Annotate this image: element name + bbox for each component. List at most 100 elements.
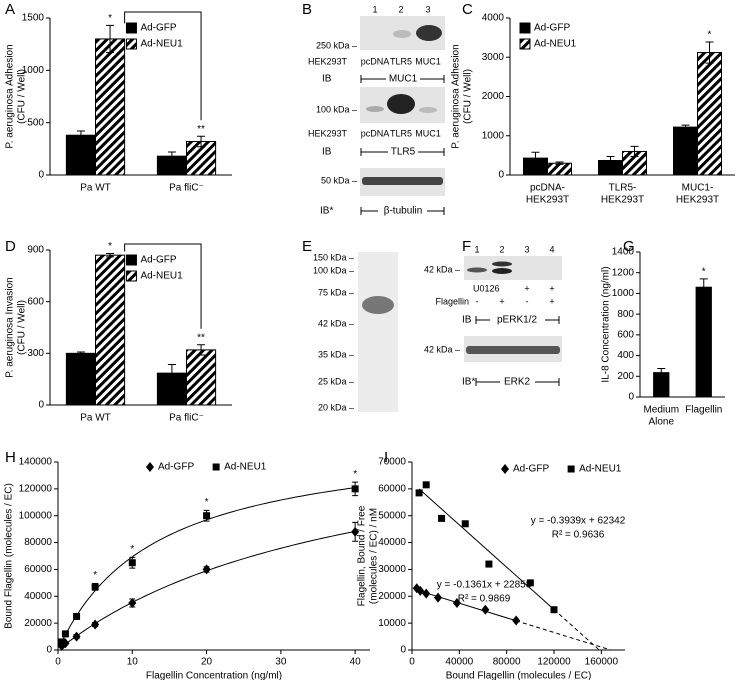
legend-swatch xyxy=(125,22,137,34)
lane-label: TLR5 xyxy=(390,56,412,66)
y-axis-label: (CFU / Well) xyxy=(463,69,474,124)
bracket xyxy=(360,207,445,215)
size-marker: 100 kDa – xyxy=(313,265,354,275)
blot-band xyxy=(492,261,512,267)
y-tick-label: 500 xyxy=(27,117,44,128)
x-tick-label: Pa WT xyxy=(80,183,111,194)
x-tick-label: 10 xyxy=(127,657,139,668)
lane-label: pcDNA xyxy=(361,56,390,66)
x-tick-label: pcDNA- xyxy=(530,183,565,194)
legend-marker xyxy=(567,465,575,473)
y-axis-label: (CFU / Well) xyxy=(17,300,28,355)
cell-line: HEK293T xyxy=(308,56,348,66)
blot-band xyxy=(466,346,560,354)
y-axis-label: (molecules / EC) / nM xyxy=(369,508,380,604)
point xyxy=(415,489,423,497)
x-tick-label: HEK293T xyxy=(526,195,569,206)
panel-label: I xyxy=(384,449,388,466)
x-axis-label: Flagellin Concentration (ng/ml) xyxy=(146,671,282,680)
y-tick-label: 50000 xyxy=(378,510,406,521)
lane-number: 1 xyxy=(372,4,377,14)
error-bar xyxy=(167,151,176,161)
blot-band xyxy=(387,94,415,114)
y-tick-label: 0 xyxy=(628,392,634,403)
size-marker: 250 kDa – xyxy=(316,40,357,50)
x-tick-label: 80000 xyxy=(493,657,521,668)
trendline-r-squared: R² = 0.9636 xyxy=(552,530,605,541)
bar xyxy=(695,286,712,398)
y-tick-label: 40000 xyxy=(378,537,406,548)
y-axis-label: Bound Flagellin (molecules / EC) xyxy=(4,483,15,629)
antibody: ERK2 xyxy=(504,377,531,388)
x-tick-label: 30 xyxy=(275,657,287,668)
x-tick-label: 160000 xyxy=(585,657,619,668)
legend-marker xyxy=(212,463,220,471)
error-bar xyxy=(76,351,85,356)
bar xyxy=(547,162,572,176)
size-marker: 20 kDa – xyxy=(318,402,354,412)
legend-label: Ad-GFP xyxy=(158,462,194,473)
significance: * xyxy=(702,267,706,278)
legend-swatch xyxy=(519,22,531,34)
point xyxy=(422,588,431,599)
y-tick-label: 1500 xyxy=(22,13,45,24)
x-tick-label: HEK293T xyxy=(601,195,644,206)
y-tick-label: 20000 xyxy=(24,618,52,629)
x-tick-label: 0 xyxy=(55,657,61,668)
size-marker: 75 kDa – xyxy=(318,287,354,297)
error-bar xyxy=(531,151,540,165)
error-bar xyxy=(606,156,615,165)
fit-curve xyxy=(59,530,356,649)
y-tick-label: 120000 xyxy=(19,483,53,494)
gel-image xyxy=(358,252,398,412)
bar xyxy=(186,349,217,406)
bracket xyxy=(360,148,445,156)
bracket xyxy=(124,243,202,329)
treatment-sign: - xyxy=(476,296,479,306)
y-tick-label: 900 xyxy=(27,245,44,256)
significance: ** xyxy=(197,124,205,135)
panel-label: E xyxy=(302,238,312,255)
point xyxy=(485,560,493,568)
ib-label: IB xyxy=(322,74,332,85)
trendline-equation: y = -0.1361x + 22858 xyxy=(437,580,532,591)
fit-curve xyxy=(59,487,356,647)
gel-band xyxy=(362,296,394,314)
trendline-equation: y = -0.3939x + 62342 xyxy=(531,516,626,527)
ib-label: IB* xyxy=(320,206,333,217)
bar xyxy=(65,134,96,176)
y-axis-label: Flagellin, Bound / Free xyxy=(357,505,368,606)
y-tick-label: 2000 xyxy=(482,91,505,102)
y-tick-label: 1000 xyxy=(482,130,505,141)
significance: * xyxy=(353,469,357,480)
treatment-sign: + xyxy=(549,283,554,293)
point xyxy=(351,485,359,493)
point xyxy=(461,520,469,528)
cell-line: HEK293T xyxy=(308,128,348,138)
lane-number: 3 xyxy=(425,4,430,14)
y-tick-label: 80000 xyxy=(24,537,52,548)
point xyxy=(526,579,534,587)
bar xyxy=(95,254,126,406)
legend-label: Ad-NEU1 xyxy=(534,39,577,50)
legend-label: Ad-GFP xyxy=(534,23,570,34)
legend-label: Ad-NEU1 xyxy=(579,464,622,475)
x-tick-label: 40 xyxy=(350,657,362,668)
x-tick-label: HEK293T xyxy=(676,195,719,206)
point xyxy=(61,638,70,649)
y-tick-label: 600 xyxy=(617,329,634,340)
blot-band xyxy=(467,267,487,273)
bracket xyxy=(475,378,560,386)
x-axis-label: Bound Flagellin (molecules / EC) xyxy=(446,671,592,680)
legend-label: Ad-NEU1 xyxy=(140,271,183,282)
significance: * xyxy=(108,241,112,252)
blot-band xyxy=(362,177,443,185)
legend-label: Ad-NEU1 xyxy=(224,462,267,473)
y-tick-label: 0 xyxy=(46,645,52,656)
lane-number: 3 xyxy=(524,244,529,254)
x-tick-label: Flagellin xyxy=(685,405,722,416)
error-bar xyxy=(657,368,666,378)
y-tick-label: 800 xyxy=(617,309,634,320)
bracket xyxy=(124,11,202,121)
